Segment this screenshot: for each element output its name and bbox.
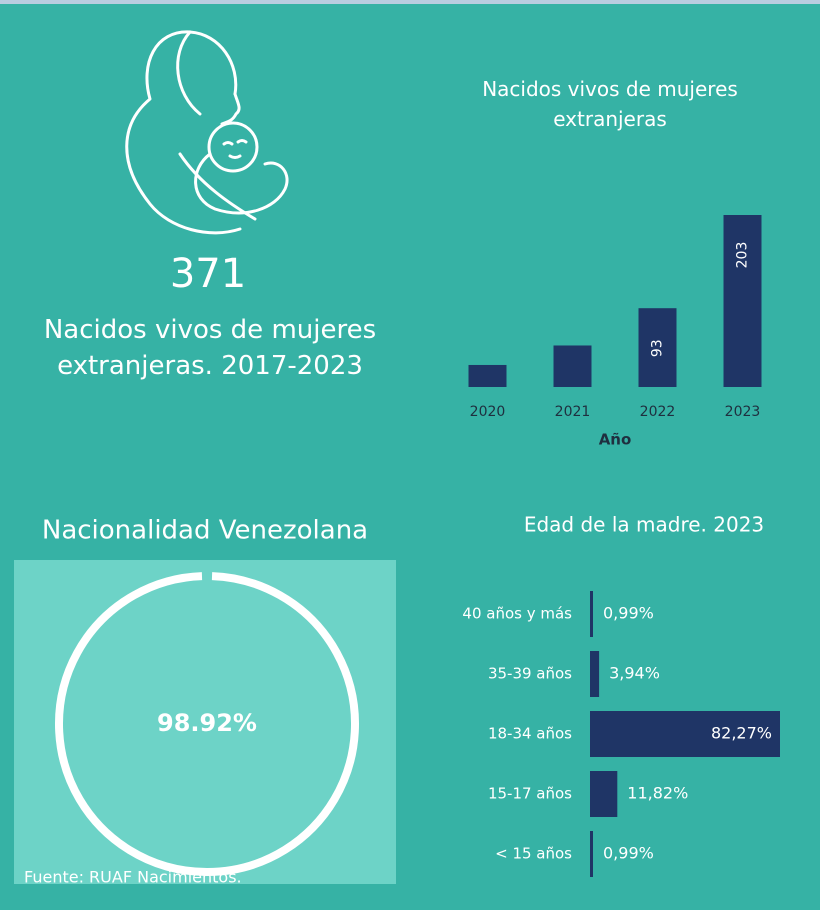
canvas: 371 Nacidos vivos de mujeres extranjeras… [0, 4, 820, 910]
bar [590, 651, 599, 697]
kpi-label: Nacidos vivos de mujeres extranjeras. 20… [20, 312, 400, 384]
x-tick-label: 2023 [725, 404, 761, 420]
value-label: 3,94% [609, 664, 660, 683]
bar [724, 215, 762, 387]
bar [590, 831, 593, 877]
value-label: 0,99% [603, 604, 654, 623]
chart-title: Edad de la madre. 2023 [524, 513, 764, 537]
y-tick-label: 40 años y más [462, 605, 572, 623]
mother-icon [127, 32, 287, 233]
y-tick-label: 18-34 años [488, 725, 572, 743]
x-tick-label: 2020 [470, 404, 506, 420]
bar [554, 345, 592, 387]
x-tick-label: 2022 [640, 404, 676, 420]
value-label: 203 [735, 242, 751, 269]
kpi-label-box: Nacidos vivos de mujeres extranjeras. 20… [20, 312, 400, 402]
y-tick-label: < 15 años [495, 845, 572, 863]
value-label: 82,27% [711, 724, 772, 743]
chart-title: Nacionalidad Venezolana [42, 516, 368, 546]
donut-label: 98.92% [157, 709, 257, 737]
y-tick-label: 15-17 años [488, 785, 572, 803]
bar [469, 365, 507, 387]
value-label: 11,82% [627, 784, 688, 803]
bar-title-box: Nacidos vivos de mujeres extranjeras [450, 74, 770, 144]
bar [590, 771, 617, 817]
value-label: 93 [650, 339, 666, 357]
dashboard: 371 Nacidos vivos de mujeres extranjeras… [0, 0, 820, 910]
x-tick-label: 2021 [555, 404, 591, 420]
bar [590, 591, 593, 637]
kpi-value: 371 [170, 251, 246, 297]
value-label: 0,99% [603, 844, 654, 863]
chart-title: Nacidos vivos de mujeres extranjeras [450, 74, 770, 134]
y-tick-label: 35-39 años [488, 665, 572, 683]
x-axis-label: Año [599, 431, 632, 449]
